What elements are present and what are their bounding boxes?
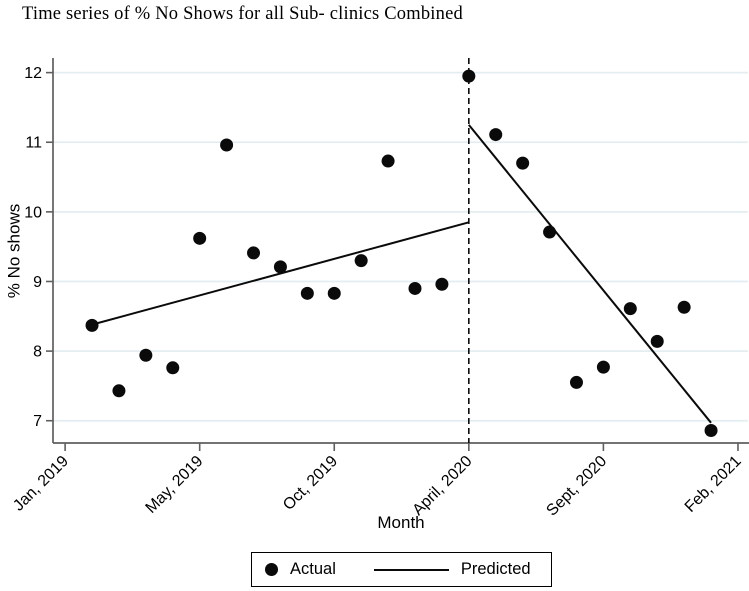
scatter-point	[139, 348, 153, 362]
scatter-point	[247, 246, 261, 260]
scatter-point	[354, 254, 368, 268]
legend-actual-marker-dot-icon	[265, 563, 278, 576]
x-tick-label: Sept, 2020	[543, 453, 610, 520]
x-tick-label: Jan, 2019	[10, 453, 72, 515]
y-axis-title: % No shows	[4, 203, 23, 298]
scatter-point	[300, 286, 314, 300]
scatter-point	[166, 361, 180, 375]
y-tick-label: 12	[24, 65, 42, 82]
legend-actual-label: Actual	[290, 560, 336, 578]
y-tick-label: 8	[33, 344, 42, 361]
legend: Actual Predicted	[251, 552, 552, 587]
scatter-point	[435, 277, 449, 291]
y-tick-label: 11	[25, 135, 42, 152]
legend-predicted-marker-line-icon	[373, 568, 449, 571]
scatter-point	[596, 360, 610, 374]
scatter-point	[623, 302, 637, 316]
x-tick-label: May, 2019	[142, 453, 206, 517]
scatter-point	[327, 286, 341, 300]
x-tick-label: Feb, 2021	[682, 453, 745, 516]
scatter-point	[381, 154, 395, 168]
scatter-point	[569, 375, 583, 389]
scatter-point	[273, 260, 287, 274]
legend-predicted-label: Predicted	[460, 560, 531, 578]
predicted-line	[91, 221, 470, 326]
scatter-point	[677, 300, 691, 314]
scatter-point	[543, 225, 557, 239]
x-axis-title: Month	[377, 513, 425, 532]
y-tick-label: 9	[33, 274, 42, 291]
x-tick-label: Oct, 2019	[280, 453, 341, 514]
y-tick-label: 7	[33, 413, 42, 430]
scatter-point	[112, 384, 126, 398]
scatter-point	[516, 156, 530, 170]
y-tick-label: 10	[24, 204, 42, 221]
scatter-point	[650, 334, 664, 348]
scatter-point	[85, 318, 99, 332]
scatter-point	[462, 69, 476, 83]
predicted-line	[468, 124, 712, 424]
scatter-point	[489, 128, 503, 142]
scatter-point	[220, 138, 234, 152]
scatter-point	[408, 281, 422, 295]
x-tick-label: April, 2020	[410, 453, 476, 519]
scatter-point	[193, 231, 207, 245]
scatter-point	[704, 423, 718, 437]
chart-title: Time series of % No Shows for all Sub- c…	[22, 4, 463, 24]
